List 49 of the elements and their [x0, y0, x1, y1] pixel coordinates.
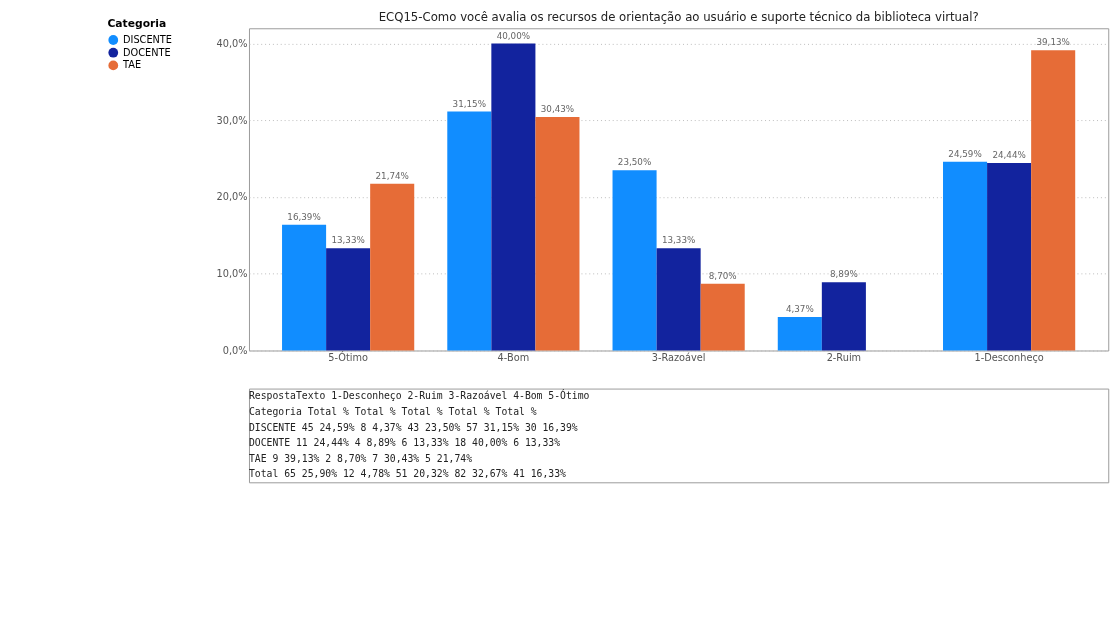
legend-label: TAE — [122, 59, 142, 71]
bar — [700, 283, 745, 351]
bar — [656, 248, 701, 351]
data-label: 8,89% — [829, 269, 858, 280]
y-tick-label: 0,0% — [222, 344, 248, 356]
text: Total 65 25,90% 12 4,78% 51 20,32% 82 32,67% 41 16,33% — [248, 468, 567, 480]
x-tick-label: 4-Bom — [497, 351, 530, 363]
y-tick-label: 20,0% — [216, 191, 248, 203]
bar — [612, 170, 657, 351]
data-label: 39,13% — [1036, 37, 1070, 48]
data-label: 13,33% — [331, 235, 365, 246]
data-label: 31,15% — [452, 98, 487, 109]
y-tick-label: 30,0% — [216, 114, 248, 126]
data-label: 13,33% — [661, 235, 696, 246]
text: DISCENTE 45 24,59% 8 4,37% 43 23,50% 57 31,15% 30 16,39% — [248, 421, 578, 433]
legend-label: DISCENTE — [123, 33, 172, 45]
bar — [326, 248, 371, 351]
x-tick-label: 2-Ruim — [826, 351, 862, 363]
legend-label: DOCENTE — [123, 46, 171, 58]
data-label: 24,44% — [992, 150, 1026, 161]
text: DOCENTE 11 24,44% 4 8,89% 6 13,33% 18 40,00% 6 13,33% — [248, 437, 561, 449]
data-label: 8,70% — [708, 270, 737, 281]
x-tick-label: 1-Desconheço — [974, 351, 1044, 363]
data-label: 21,74% — [375, 170, 409, 181]
data-label: 16,39% — [287, 211, 321, 222]
text: TAE 9 39,13% 2 8,70% 7 30,43% 5 21,74% — [248, 452, 473, 464]
data-label: 23,50% — [617, 157, 652, 168]
legend-title: Categoria — [107, 17, 167, 31]
bar — [447, 111, 492, 351]
bar — [1031, 50, 1076, 351]
x-tick-label: 3-Razoável — [651, 351, 706, 363]
data-label: 30,43% — [540, 104, 575, 115]
x-tick-label: 5-Ótimo — [328, 350, 368, 363]
bar — [987, 163, 1032, 351]
text: RespostaTexto 1-Desconheço 2-Ruim 3-Razoável 4-Bom 5-Ótimo — [248, 389, 590, 402]
y-tick-label: 40,0% — [216, 38, 248, 50]
y-tick-label: 10,0% — [216, 268, 248, 280]
bar — [777, 316, 822, 351]
bar — [943, 161, 988, 351]
text: Categoria Total % Total % Total % Total % Total % — [248, 405, 537, 417]
data-label: 40,00% — [496, 30, 531, 41]
bar — [821, 282, 866, 351]
data-label: 4,37% — [785, 304, 814, 315]
bar — [282, 224, 327, 351]
data-label: 24,59% — [948, 148, 982, 159]
bar — [370, 183, 415, 351]
chart-title: ECQ15-Como você avalia os recursos de orientação ao usuário e suporte técnico da biblioteca virtual? — [378, 10, 979, 25]
bar — [535, 117, 580, 351]
bar — [491, 43, 536, 351]
